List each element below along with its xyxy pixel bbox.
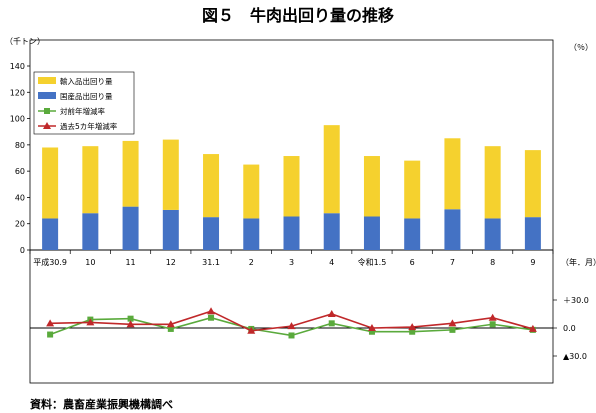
- point-5yr-change: [367, 324, 376, 331]
- point-5yr-change: [86, 318, 95, 326]
- point-5yr-change: [488, 313, 497, 321]
- bar-import: [203, 154, 220, 218]
- bar-import: [404, 160, 421, 219]
- bar-import: [82, 146, 99, 214]
- bar-import: [42, 147, 59, 219]
- x-tick-label: 11: [125, 258, 135, 267]
- x-tick-label: 6: [410, 258, 415, 267]
- plot-frame: [29, 39, 554, 384]
- point-yoy-change: [449, 326, 456, 333]
- bar-import: [243, 164, 260, 219]
- legend-label: 輸入品出回り量: [60, 76, 113, 86]
- bar-domestic: [162, 209, 179, 250]
- bar-domestic: [444, 209, 461, 250]
- x-tick-label: 7: [450, 258, 455, 267]
- x-axis-unit: （年．月）: [561, 257, 596, 267]
- x-tick-label: 9: [530, 258, 535, 267]
- bar-domestic: [323, 213, 340, 250]
- legend-marker: [43, 122, 51, 129]
- bar-domestic: [243, 218, 260, 250]
- bar-import: [363, 156, 380, 217]
- bar-import: [323, 125, 340, 214]
- point-yoy-change: [167, 325, 174, 332]
- bar-import: [484, 146, 501, 219]
- point-yoy-change: [127, 315, 134, 322]
- point-5yr-change: [166, 320, 175, 328]
- point-yoy-change: [368, 328, 375, 335]
- point-yoy-change: [288, 332, 295, 339]
- y-tick-label: 120: [10, 88, 25, 97]
- source-note: 資料：農畜産業振興機構調べ: [30, 398, 173, 411]
- point-yoy-change: [409, 328, 416, 335]
- bar-import: [524, 150, 541, 218]
- y-tick-label: 100: [10, 115, 25, 124]
- y-axis-unit: （千トン）: [5, 36, 45, 46]
- x-tick-label: 2: [249, 258, 254, 267]
- bar-domestic: [82, 213, 99, 250]
- point-5yr-change: [126, 320, 135, 328]
- bar-import: [122, 140, 139, 207]
- x-tick-label: 平成30.9: [33, 257, 67, 267]
- bar-domestic: [42, 218, 59, 250]
- legend-label: 対前年増減率: [60, 106, 105, 116]
- bar-domestic: [524, 217, 541, 250]
- x-tick-label: 4: [329, 258, 334, 267]
- point-5yr-change: [207, 307, 216, 315]
- legend-label: 国産品出回り量: [60, 91, 113, 101]
- legend-marker: [44, 108, 50, 114]
- point-5yr-change: [287, 322, 296, 330]
- point-5yr-change: [528, 324, 537, 332]
- point-5yr-change: [46, 319, 55, 327]
- figure-title: 図５ 牛肉出回り量の推移: [201, 6, 394, 25]
- point-yoy-change: [328, 320, 335, 327]
- y2-tick-label: 0.0: [563, 324, 576, 333]
- x-tick-label: 3: [289, 258, 294, 267]
- y2-axis-unit: （％）: [569, 43, 593, 52]
- bar-domestic: [283, 216, 300, 250]
- bar-domestic: [363, 216, 380, 250]
- y-tick-label: 60: [15, 167, 25, 176]
- point-yoy-change: [208, 314, 215, 321]
- y2-tick-label: ▲30.0: [563, 352, 587, 361]
- bar-import: [283, 156, 300, 217]
- bar-domestic: [203, 217, 220, 250]
- bar-import: [162, 139, 179, 210]
- legend-swatch: [38, 77, 56, 84]
- y2-tick-label: ＋30.0: [563, 296, 589, 305]
- x-tick-label: 8: [490, 258, 495, 267]
- y-tick-label: 0: [20, 246, 25, 255]
- y-tick-label: 20: [15, 220, 25, 229]
- x-tick-label: 31.1: [202, 258, 220, 267]
- y-tick-label: 80: [15, 141, 25, 150]
- point-5yr-change: [247, 326, 256, 334]
- bar-domestic: [122, 206, 139, 250]
- x-tick-label: 10: [85, 258, 95, 267]
- legend-label: 過去5カ年増減率: [60, 121, 118, 131]
- y-tick-label: 140: [10, 62, 25, 71]
- bar-import: [444, 138, 461, 210]
- bar-domestic: [484, 218, 501, 250]
- bar-domestic: [404, 218, 421, 250]
- point-yoy-change: [47, 331, 54, 338]
- point-yoy-change: [489, 321, 496, 328]
- legend-swatch: [38, 92, 56, 99]
- x-tick-label: 令和1.5: [358, 257, 387, 267]
- point-5yr-change: [327, 310, 336, 317]
- point-5yr-change: [408, 323, 417, 331]
- point-5yr-change: [448, 319, 457, 327]
- x-tick-label: 12: [166, 258, 176, 267]
- y-tick-label: 40: [15, 193, 25, 202]
